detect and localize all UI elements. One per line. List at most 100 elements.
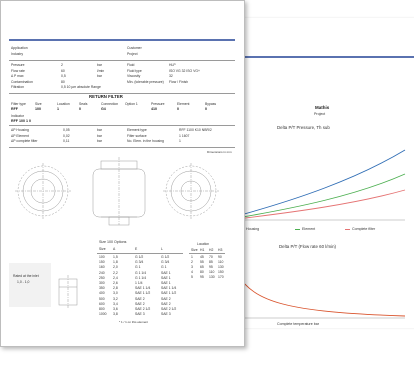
result-value: 0,11: [63, 139, 70, 143]
datasheet-page: Application Industry Customer Project RE…: [0, 0, 245, 347]
result-value: 1 1607: [179, 133, 190, 138]
mini-cell: 150: [218, 270, 224, 274]
table-cell: 300: [99, 281, 105, 285]
field-application-label: Application: [11, 46, 28, 50]
table-cell: 3,8: [113, 312, 118, 317]
chart-page: Mathis Project Delta P/T Pressure, Th su…: [214, 18, 414, 328]
table-cell: SAE 1: [161, 275, 171, 280]
table-cell: SAE 1 1/2: [135, 291, 151, 296]
mini-cell: 70: [209, 255, 213, 259]
side-panel: [9, 263, 51, 307]
table-cell: G 1 1/4: [135, 275, 147, 280]
column-header: Filter type: [11, 102, 26, 106]
table-cell: 400: [99, 291, 105, 296]
table-cell: 2,8: [113, 286, 118, 291]
mini-cell: 65: [200, 265, 204, 269]
result-label: No. Elem. in the housing: [127, 139, 164, 143]
column-header: Element: [177, 102, 190, 106]
result-value: RFF 1100 K10 NBR/2: [179, 128, 212, 132]
table-header: A: [113, 247, 116, 251]
result-label: Filter surface: [127, 133, 147, 138]
column-header: Seals: [79, 102, 88, 106]
table-cell: SAE 2: [161, 296, 171, 301]
param-label: Filtration: [11, 85, 25, 89]
param-value: ISO VG 32 ISO VG+: [169, 68, 200, 73]
table-cell: G 1/2: [161, 255, 170, 259]
table-cell: G 3/4: [161, 260, 170, 265]
mini-cell: 80: [200, 270, 204, 274]
mini-header: H2: [209, 248, 214, 252]
param-label: Pressure: [11, 63, 25, 67]
table-cell: SAE 1: [161, 281, 171, 285]
chart1-series-complete: [236, 189, 406, 220]
table-cell: G 3/4: [135, 260, 144, 265]
column-value: 0: [205, 107, 207, 111]
table-cell: 1000: [99, 312, 107, 317]
column-value: RFF: [11, 107, 18, 111]
column-header: Bypass: [205, 102, 217, 106]
column-header: Location: [57, 102, 70, 106]
table-cell: 2,4: [113, 275, 118, 280]
param-label: Fluid: [127, 63, 135, 67]
field-industry-label: Industry: [11, 52, 24, 56]
table-header: Size: [99, 247, 106, 251]
table-cell: G 1/2: [135, 255, 144, 259]
result-label: ΔP complete filter: [11, 139, 38, 143]
table-cell: SAE 3: [161, 312, 171, 317]
field-customer-label: Customer: [127, 46, 142, 50]
table-header: L: [161, 247, 163, 251]
table-footnote: * 1 / 1 on this element: [119, 320, 149, 324]
side-label: Rated at the inlet: [13, 274, 39, 278]
chart1-title: Delta P/T Pressure, Th sub: [277, 125, 330, 130]
table-cell: G 1: [135, 265, 141, 270]
divider: [9, 125, 235, 126]
result-value: 0,02: [63, 133, 70, 138]
param-value: HLP: [169, 63, 176, 67]
legend-swatch-complete: [345, 229, 350, 230]
mini-cell: 110: [218, 260, 224, 264]
param-label: Viscosity: [127, 74, 141, 78]
mini-header: H1: [200, 248, 205, 252]
table-cell: 3,6: [113, 307, 118, 311]
table-cell: 160: [99, 265, 105, 270]
table-cell: SAE 1 1/2: [161, 291, 177, 296]
param-label: Contamination: [11, 79, 33, 84]
table-cell: SAE 2 1/2: [161, 307, 177, 311]
table-cell: G 1: [161, 265, 167, 270]
table-cell: SAE 1: [161, 270, 171, 275]
chart-page-title: Mathis: [315, 105, 330, 110]
datasheet-header-band: [9, 39, 235, 41]
param-unit: bar: [97, 74, 102, 78]
table-cell: 3,4: [113, 301, 118, 306]
mini-cell: 55: [200, 260, 204, 264]
table-cell: 100: [99, 255, 105, 259]
chart1-series-element: [236, 173, 406, 219]
param-label: Min. (tolerable pressure): [127, 79, 164, 84]
drawing-outlet: [108, 216, 130, 226]
column-header: Size: [35, 102, 42, 106]
chart1-plot: [236, 149, 406, 221]
column-value: 1: [57, 107, 59, 111]
order-code: RFF 100 1 0: [11, 119, 31, 123]
mini-header: Size: [191, 248, 198, 252]
legend-label-housing: Housing: [246, 227, 260, 231]
mini-cell: 110: [209, 270, 215, 274]
table-cell: G 1 1/4: [135, 270, 147, 275]
divider: [9, 60, 235, 61]
indicator-label: Indicator: [11, 114, 25, 118]
divider: [97, 253, 183, 254]
param-label: Δ P max: [11, 74, 24, 78]
table-cell: SAE 2 1/2: [135, 307, 151, 311]
table-cell: 1 1/4: [135, 281, 143, 285]
drawing-note: Dimensions in mm: [207, 150, 232, 154]
column-value: 0: [79, 107, 81, 111]
table-cell: SAE 2: [135, 301, 145, 306]
table-cell: SAE 1 1/4: [135, 286, 151, 291]
legend-swatch-element: [295, 229, 300, 230]
column-header: Option 1: [125, 102, 138, 106]
result-label: ΔP Element: [11, 133, 29, 138]
legend-label-complete: Complete filter: [352, 227, 376, 231]
table-cell: SAE 1 1/4: [161, 286, 177, 291]
table-cell: 3,2: [113, 296, 118, 301]
mini-cell: 45: [200, 255, 204, 259]
